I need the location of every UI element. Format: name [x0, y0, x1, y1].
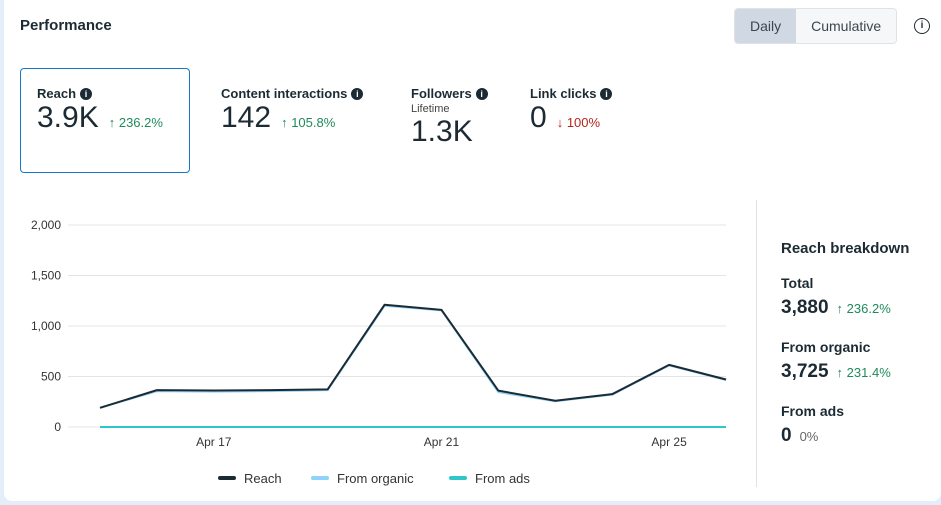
metric-label: Followers	[411, 86, 472, 101]
breakdown-value: 0	[781, 425, 792, 446]
cumulative-button[interactable]: Cumulative	[796, 9, 897, 43]
metric-reach[interactable]: Reach i 3.9K ↑ 236.2%	[20, 68, 190, 173]
breakdown-label: From organic	[781, 339, 871, 355]
metric-link-clicks[interactable]: Link clicks i 0 ↓ 100%	[530, 86, 613, 135]
metric-change: ↑ 236.2%	[108, 115, 163, 130]
breakdown-label: From ads	[781, 403, 845, 419]
breakdown-label: Total	[781, 275, 814, 291]
info-circle-icon[interactable]: i	[914, 18, 930, 34]
breakdown-value: 3,725	[781, 361, 829, 382]
metric-label: Link clicks	[530, 86, 597, 101]
metric-value: 3.9K	[37, 101, 99, 134]
metric-followers[interactable]: Followers i Lifetime 1.3K	[411, 86, 488, 149]
breakdown-change: ↑ 236.2%	[836, 301, 891, 316]
metric-content-interactions[interactable]: Content interactions i 142 ↑ 105.8%	[221, 86, 364, 135]
metric-value: 1.3K	[411, 115, 473, 148]
performance-card: Performance	[4, 0, 941, 501]
breakdown-ads: From ads 0 0%	[781, 403, 844, 447]
metric-label: Reach	[37, 86, 77, 101]
metric-label: Content interactions	[221, 86, 348, 101]
metric-value: 142	[221, 101, 272, 134]
info-icon[interactable]: i	[475, 87, 488, 100]
divider	[756, 200, 757, 487]
breakdown-organic: From organic 3,725 ↑ 231.4%	[781, 339, 891, 383]
breakdown-title: Reach breakdown	[781, 240, 910, 257]
info-icon[interactable]: i	[80, 87, 93, 100]
info-icon[interactable]: i	[351, 87, 364, 100]
info-icon[interactable]: i	[600, 87, 613, 100]
breakdown-change: ↑ 231.4%	[836, 365, 891, 380]
page-title: Performance	[20, 17, 112, 34]
breakdown-total: Total 3,880 ↑ 236.2%	[781, 275, 891, 319]
metric-change: ↓ 100%	[556, 115, 601, 130]
breakdown-value: 3,880	[781, 297, 829, 318]
metric-value: 0	[530, 101, 547, 134]
view-toggle: Daily Cumulative	[734, 8, 898, 44]
metric-change: ↑ 105.8%	[281, 115, 336, 130]
daily-button[interactable]: Daily	[735, 9, 797, 43]
metric-sublabel: Lifetime	[411, 103, 450, 115]
breakdown-change: 0%	[799, 429, 819, 444]
